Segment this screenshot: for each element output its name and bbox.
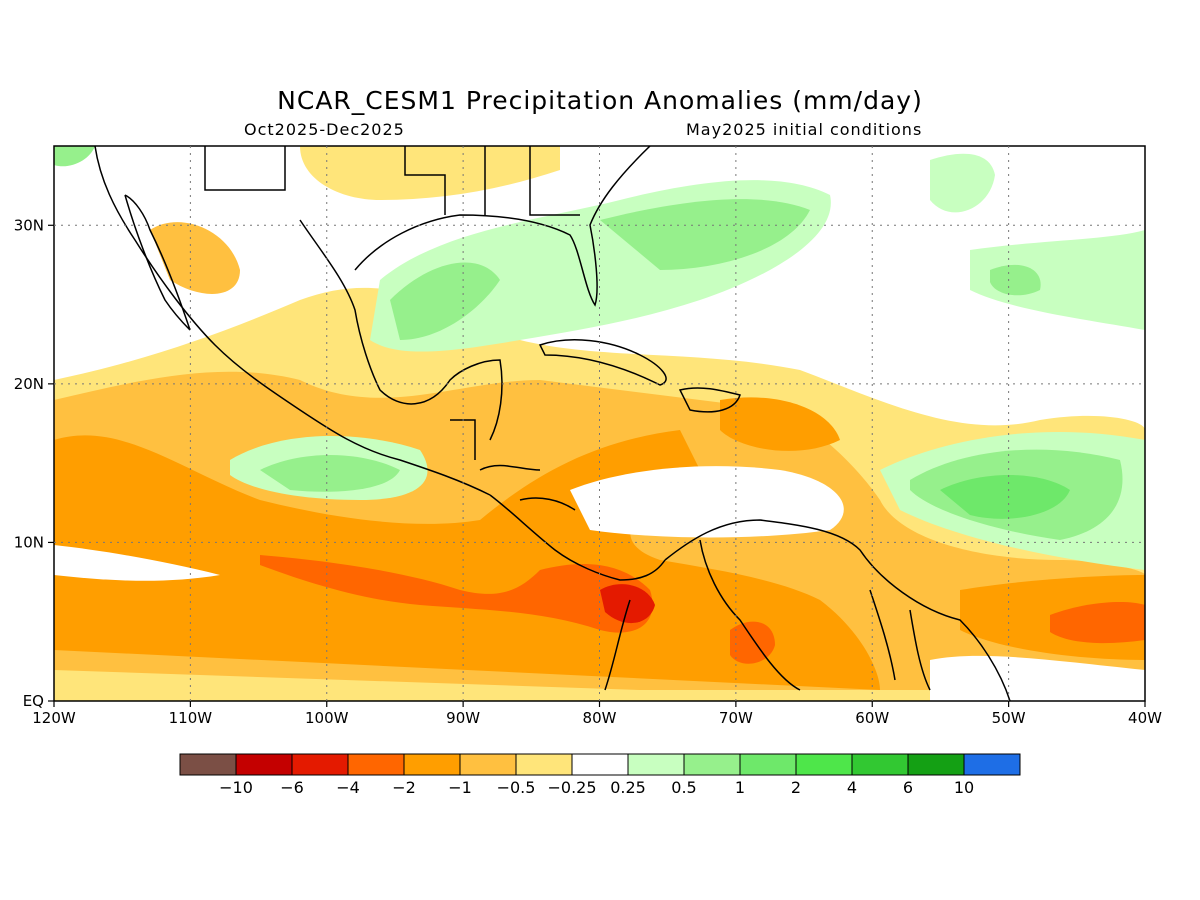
colorbar-swatch	[795, 753, 853, 776]
wet-anomaly-region	[990, 264, 1041, 296]
south-america-pacific	[604, 599, 631, 691]
south-america-coast	[664, 519, 1011, 701]
colorbar-label: 0.25	[610, 778, 646, 797]
colorbar-label: −6	[280, 778, 304, 797]
wet-anomaly-region	[940, 475, 1070, 519]
colorbar-swatch	[235, 753, 293, 776]
colorbar-label: 1	[735, 778, 745, 797]
central-america-borders	[450, 419, 576, 511]
colorbar-label: −1	[448, 778, 472, 797]
mexico-pacific-coast	[94, 146, 491, 496]
dry-anomaly-region	[300, 146, 560, 200]
dry-anomaly-region	[54, 430, 880, 690]
us-borders	[204, 146, 580, 216]
neutral-region	[930, 655, 1145, 701]
cuba	[538, 339, 667, 386]
colorbar-label: −0.25	[547, 778, 596, 797]
colorbar-swatch	[179, 753, 237, 776]
colorbar-swatch	[347, 753, 405, 776]
lon-tick-label: 120W	[32, 709, 76, 727]
wet-anomaly-region	[54, 146, 95, 167]
colorbar-label: −10	[219, 778, 253, 797]
colorbar-swatch	[515, 753, 573, 776]
dry-anomaly-region	[720, 397, 840, 451]
colorbar-label: −0.5	[497, 778, 536, 797]
lon-tick-label: 60W	[855, 709, 889, 727]
colorbar-swatch	[851, 753, 909, 776]
lat-tick-label: 10N	[14, 533, 44, 551]
chart-title: NCAR_CESM1 Precipitation Anomalies (mm/d…	[277, 86, 923, 115]
lat-tick-label: 30N	[14, 216, 44, 234]
dry-anomaly-region	[150, 222, 240, 294]
colorbar: −10 −6 −4 −2 −1 −0.5 −0.25 0.25 0.5 1 2 4 6 10	[179, 753, 1021, 797]
gulf-coast	[299, 219, 503, 441]
lon-tick-label: 110W	[169, 709, 213, 727]
colorbar-swatch	[291, 753, 349, 776]
colorbar-swatch	[683, 753, 741, 776]
forecast-period: Oct2025-Dec2025	[244, 120, 405, 139]
lon-tick-label: 80W	[583, 709, 617, 727]
colorbar-swatch	[571, 753, 629, 776]
colorbar-swatch	[459, 753, 517, 776]
lon-tick-label: 70W	[719, 709, 753, 727]
neutral-region	[570, 466, 844, 538]
coastlines	[94, 146, 1011, 701]
lon-tick-label: 90W	[446, 709, 480, 727]
colorbar-label: 4	[847, 778, 857, 797]
lon-tick-label: 50W	[992, 709, 1026, 727]
colorbar-label: 6	[903, 778, 913, 797]
guiana-borders	[869, 589, 931, 691]
colorbar-label: 0.5	[671, 778, 696, 797]
colorbar-swatch	[403, 753, 461, 776]
colorbar-swatch	[739, 753, 797, 776]
us-gulf-coast	[354, 146, 651, 307]
wet-anomaly-region	[930, 153, 995, 213]
colorbar-label: −2	[392, 778, 416, 797]
wet-anomaly-region	[600, 199, 810, 270]
colorbar-swatch	[907, 753, 965, 776]
lon-tick-label: 40W	[1128, 709, 1162, 727]
neutral-region	[54, 545, 220, 581]
colorbar-label: 10	[954, 778, 974, 797]
lon-tick-label: 100W	[305, 709, 349, 727]
dry-anomaly-region	[260, 555, 653, 633]
lat-tick-label: EQ	[23, 692, 44, 710]
wet-anomaly-region	[260, 455, 400, 492]
central-america	[489, 494, 666, 581]
wet-anomaly-region	[970, 230, 1145, 330]
gridlines	[54, 146, 1145, 701]
colorbar-swatch	[963, 753, 1021, 776]
initial-conditions: May2025 initial conditions	[686, 120, 923, 139]
dry-anomaly-region	[600, 584, 655, 624]
colorbar-swatch	[627, 753, 685, 776]
map-axes: 120W 110W 100W 90W 80W 70W 60W 50W 40W EQ 10N 20N 30…	[14, 216, 1162, 727]
colorbar-label: −4	[336, 778, 360, 797]
wet-anomaly-region	[390, 262, 500, 340]
anomaly-field	[54, 146, 1145, 701]
lat-tick-label: 20N	[14, 375, 44, 393]
venezuela-border	[699, 539, 801, 691]
dry-anomaly-region	[1050, 602, 1145, 644]
colorbar-label: 2	[791, 778, 801, 797]
hispaniola	[678, 387, 741, 413]
